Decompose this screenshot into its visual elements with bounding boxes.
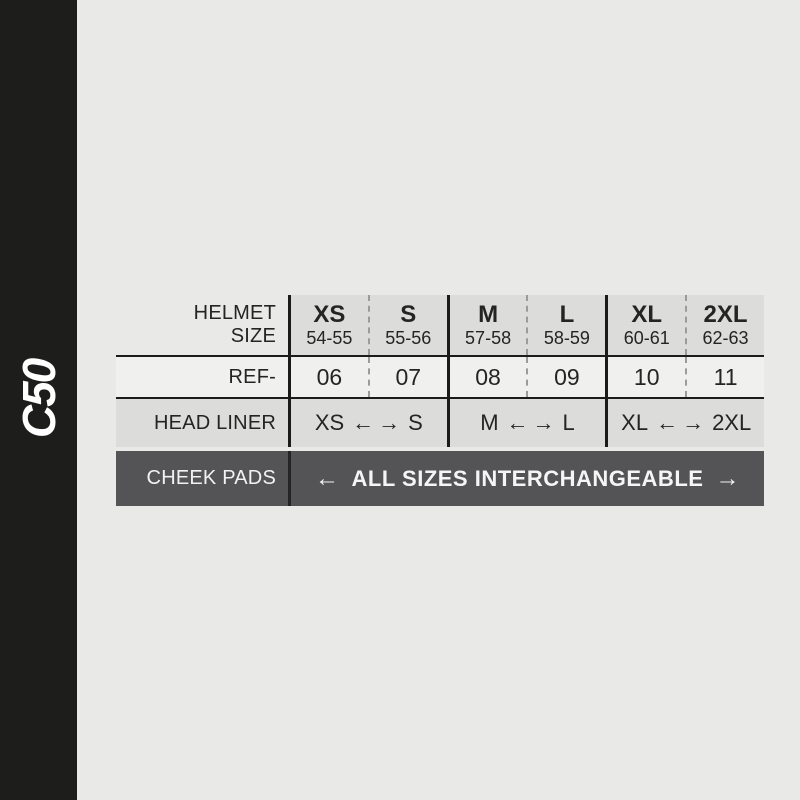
head-liner-span-m-l: M ← → L (446, 399, 606, 447)
head-liner-label: HEAD LINER (153, 411, 276, 434)
liner-size-right: S (408, 410, 423, 435)
size-range: 58-59 (543, 328, 590, 348)
helmet-size-label-line2: SIZE (230, 325, 276, 347)
helmet-size-cells: XS 54-55 S 55-56 M 57-58 L 58-59 XL 60 (288, 295, 764, 355)
size-range: 54-55 (306, 328, 353, 348)
size-chart-table: HELMET SIZE XS 54-55 S 55-56 M 57-58 L (116, 295, 764, 506)
right-arrow-icon: → (532, 410, 555, 435)
ref-row: REF- 06 07 08 09 10 11 (116, 357, 764, 399)
liner-size-right: 2XL (712, 410, 752, 435)
head-liner-span-xl-2xl: XL ← → 2XL (605, 399, 764, 447)
right-arrow-icon: → (378, 410, 401, 435)
ref-value-2xl: 11 (685, 357, 764, 397)
size-col-xl: XL 60-61 (605, 295, 686, 355)
ref-value-s: 07 (367, 357, 447, 397)
size-col-m: M 57-58 (446, 295, 527, 355)
head-liner-row: HEAD LINER XS ← → S M ← → L XL ← → 2XL (116, 399, 764, 447)
size-name: 2XL (703, 301, 748, 328)
liner-size-left: XL (621, 410, 649, 435)
row-label-head-liner: HEAD LINER (116, 399, 288, 447)
size-name: M (478, 301, 499, 328)
brand-sidebar: C50 (0, 0, 77, 800)
size-range: 60-61 (623, 328, 670, 348)
cheek-pads-value: ← ALL SIZES INTERCHANGEABLE → (288, 451, 764, 506)
helmet-size-row: HELMET SIZE XS 54-55 S 55-56 M 57-58 L (116, 295, 764, 357)
size-col-xs: XS 54-55 (288, 295, 368, 355)
ref-value-m: 08 (446, 357, 527, 397)
right-arrow-icon: → (682, 410, 705, 435)
left-arrow-icon: ← (352, 410, 375, 435)
size-col-l: L 58-59 (526, 295, 606, 355)
row-label-cheek-pads: CHEEK PADS (116, 451, 288, 506)
size-name: XS (313, 301, 346, 328)
ref-cells: 06 07 08 09 10 11 (288, 357, 764, 397)
liner-size-left: M (480, 410, 499, 435)
left-arrow-icon: ← (315, 464, 340, 492)
cheek-pads-row: CHEEK PADS ← ALL SIZES INTERCHANGEABLE → (116, 451, 764, 506)
helmet-size-label-line1: HELMET (193, 302, 276, 324)
brand-logo: C50 (12, 359, 65, 439)
size-name: L (559, 301, 575, 328)
head-liner-span-xs-s: XS ← → S (288, 399, 447, 447)
ref-value-xs: 06 (288, 357, 368, 397)
right-arrow-icon: → (715, 464, 740, 492)
size-col-s: S 55-56 (367, 295, 447, 355)
head-liner-cells: XS ← → S M ← → L XL ← → 2XL (288, 399, 764, 447)
row-label-helmet-size: HELMET SIZE (116, 295, 288, 355)
liner-size-right: L (562, 410, 575, 435)
size-name: XL (631, 301, 663, 328)
size-range: 55-56 (385, 328, 432, 348)
liner-size-left: XS (314, 410, 345, 435)
left-arrow-icon: ← (656, 410, 679, 435)
size-range: 62-63 (702, 328, 749, 348)
ref-value-xl: 10 (605, 357, 685, 397)
cheek-pads-label: CHEEK PADS (146, 467, 276, 489)
ref-label: REF- (228, 365, 276, 388)
size-range: 57-58 (465, 328, 512, 348)
ref-value-l: 09 (526, 357, 605, 397)
row-label-ref: REF- (116, 357, 288, 397)
left-arrow-icon: ← (506, 410, 529, 435)
cheek-pads-text: ALL SIZES INTERCHANGEABLE (351, 465, 704, 491)
size-name: S (400, 301, 417, 328)
size-col-2xl: 2XL 62-63 (685, 295, 764, 355)
